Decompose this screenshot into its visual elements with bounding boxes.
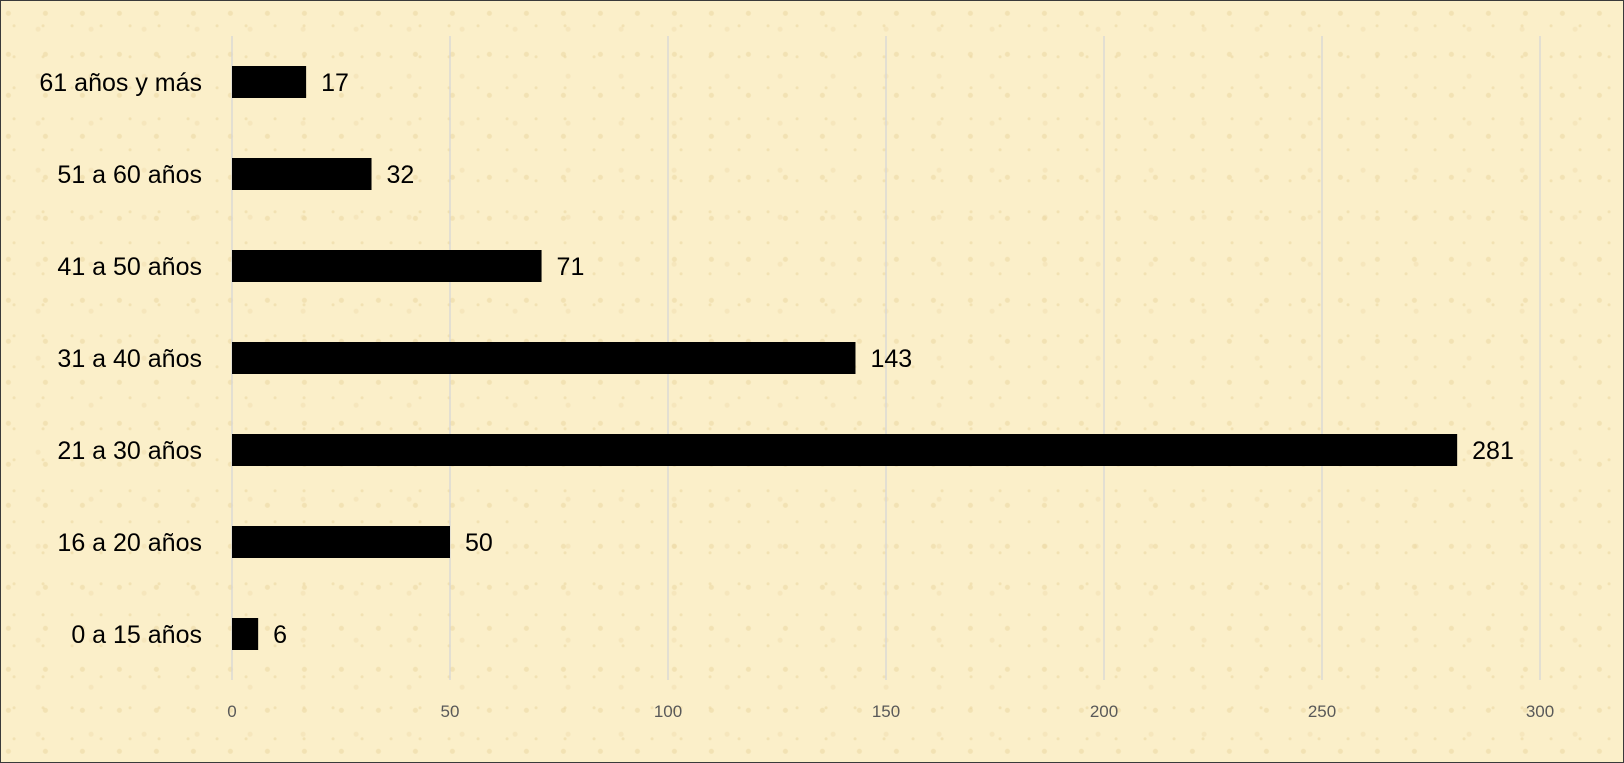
data-label: 143 <box>870 345 912 373</box>
bars <box>232 66 1458 650</box>
data-label: 17 <box>321 69 349 97</box>
x-tick-label: 100 <box>654 702 682 721</box>
x-tick-label: 250 <box>1308 702 1336 721</box>
x-tick-label: 150 <box>872 702 900 721</box>
data-label: 281 <box>1472 437 1514 465</box>
bar <box>232 618 259 650</box>
category-label: 51 a 60 años <box>57 161 202 189</box>
category-label: 0 a 15 años <box>71 621 202 649</box>
bar <box>232 526 450 558</box>
value-labels: 6 50 281 143 71 32 17 <box>273 69 1514 649</box>
data-label: 50 <box>465 529 493 557</box>
bar <box>232 434 1458 466</box>
category-labels: 0 a 15 años 16 a 20 años 21 a 30 años 31 a … <box>39 69 202 649</box>
bar <box>232 66 307 98</box>
data-label: 32 <box>387 161 415 189</box>
data-label: 71 <box>557 253 585 281</box>
x-tick-label: 50 <box>441 702 460 721</box>
category-label: 41 a 50 años <box>57 253 202 281</box>
bar <box>232 158 372 190</box>
category-label: 16 a 20 años <box>57 529 202 557</box>
bar <box>232 250 542 282</box>
x-tick-label: 0 <box>227 702 236 721</box>
category-label: 31 a 40 años <box>57 345 202 373</box>
category-label: 21 a 30 años <box>57 437 202 465</box>
x-tick-label: 200 <box>1090 702 1118 721</box>
x-tick-label: 300 <box>1526 702 1554 721</box>
category-label: 61 años y más <box>39 69 202 97</box>
bar <box>232 342 856 374</box>
data-label: 6 <box>273 621 287 649</box>
x-axis-ticks: 0 50 100 150 200 250 300 <box>227 702 1554 721</box>
